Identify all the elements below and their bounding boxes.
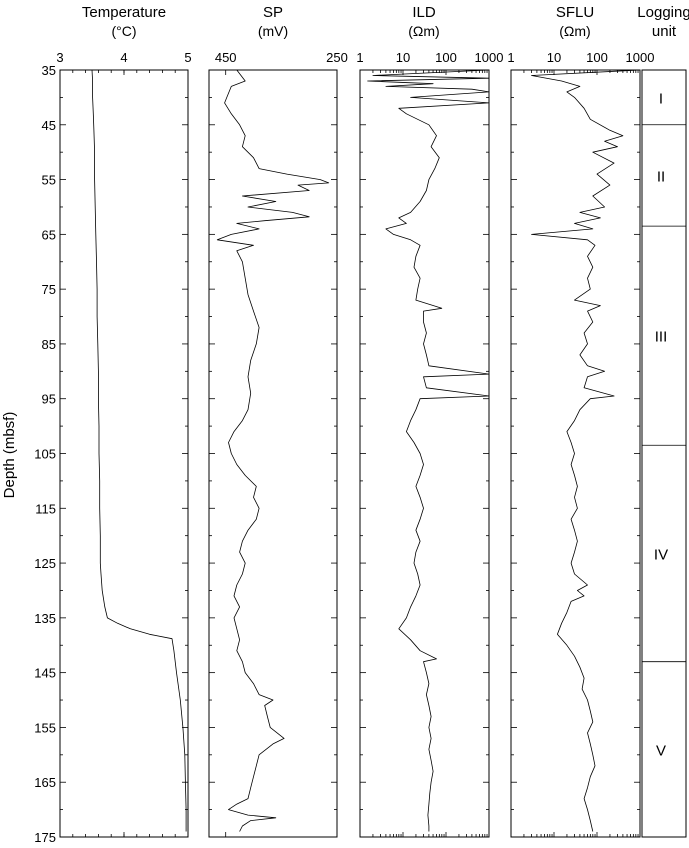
sflu-x-tick-label: 1000 (626, 50, 655, 65)
temperature-track-frame (59, 69, 189, 838)
sp-curve (216, 69, 330, 832)
temperature-track: Temperature (°C) 3 4 5 (56, 4, 192, 838)
sflu-x-ticks: 1 10 100 1000 (507, 50, 654, 837)
ild-track-frame (359, 69, 490, 838)
depth-tick-label: 115 (35, 501, 56, 516)
ild-depth-ticks (360, 69, 489, 838)
temperature-depth-ticks (60, 69, 188, 838)
sp-track-frame (208, 69, 338, 838)
ild-x-tick-label: 100 (435, 50, 457, 65)
logging-unit-title-line2: unit (652, 23, 677, 40)
sflu-x-tick-label: 100 (586, 50, 608, 65)
sflu-track-frame (510, 69, 641, 838)
logging-unit-title-line1: Logging (637, 4, 689, 21)
ild-x-tick-label: 10 (396, 50, 410, 65)
depth-axis-ticks: 35 45 55 65 75 85 95 105 115 125 135 145 155 165 175 (34, 63, 56, 845)
sflu-curve (531, 69, 641, 832)
depth-tick-label: 105 (34, 447, 56, 462)
temperature-track-unit: (°C) (111, 23, 136, 39)
temperature-track-title: Temperature (82, 4, 166, 21)
depth-tick-label: 35 (42, 63, 56, 78)
sflu-track: SFLU (Ωm) 1 10 100 1000 (507, 4, 654, 838)
sflu-depth-ticks (511, 69, 640, 838)
ild-track: ILD (Ωm) 1 10 100 1000 (356, 4, 503, 838)
logging-unit-frame (641, 69, 687, 838)
sp-x-tick-label: 250 (326, 50, 348, 65)
sp-track-title: SP (263, 4, 283, 21)
logging-unit-label: IV (654, 546, 668, 563)
logging-unit-label: II (657, 168, 665, 185)
depth-tick-label: 155 (34, 720, 56, 735)
depth-tick-label: 145 (34, 666, 56, 681)
sp-x-tick-label: 450 (215, 50, 237, 65)
depth-tick-label: 45 (42, 118, 56, 133)
temperature-x-tick-label: 4 (120, 50, 127, 65)
sp-track-unit: (mV) (258, 23, 288, 39)
depth-tick-label: 165 (34, 775, 56, 790)
temperature-curve (91, 69, 187, 832)
ild-curve (367, 69, 490, 832)
ild-track-title: ILD (412, 4, 436, 21)
temperature-x-tick-label: 5 (184, 50, 191, 65)
logging-unit-label: V (656, 742, 666, 759)
sflu-track-title: SFLU (556, 4, 594, 21)
sflu-track-unit: (Ωm) (559, 23, 590, 39)
sp-x-ticks: 450 250 (215, 50, 348, 837)
ild-x-tick-label: 1000 (475, 50, 504, 65)
temperature-x-tick-label: 3 (56, 50, 63, 65)
depth-tick-label: 95 (42, 392, 56, 407)
logging-unit-label: III (655, 329, 668, 346)
depth-tick-label: 125 (34, 556, 56, 571)
depth-tick-label: 75 (42, 282, 56, 297)
depth-axis-label: Depth (mbsf) (1, 412, 18, 499)
ild-x-tick-label: 1 (356, 50, 363, 65)
sflu-x-tick-label: 1 (507, 50, 514, 65)
temperature-x-ticks: 3 4 5 (56, 50, 192, 837)
depth-tick-label: 55 (42, 173, 56, 188)
logging-unit-label: I (659, 90, 663, 107)
sp-depth-ticks (209, 69, 337, 838)
depth-tick-label: 135 (34, 611, 56, 626)
sflu-x-tick-label: 10 (547, 50, 561, 65)
depth-tick-label: 65 (42, 227, 56, 242)
ild-track-unit: (Ωm) (408, 23, 439, 39)
sp-track: SP (mV) 450 250 (208, 4, 348, 838)
depth-tick-label: 175 (34, 830, 56, 845)
ild-x-ticks: 1 10 100 1000 (356, 50, 503, 837)
depth-tick-label: 85 (42, 337, 56, 352)
